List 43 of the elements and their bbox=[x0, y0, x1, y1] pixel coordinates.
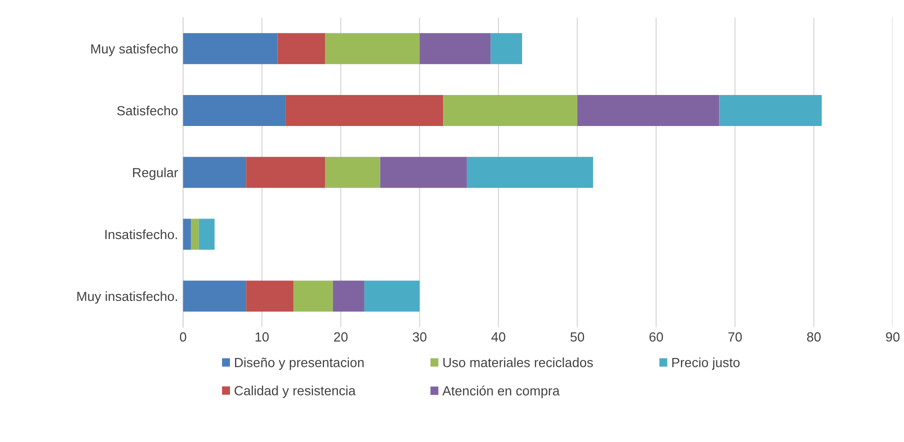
bar bbox=[183, 280, 246, 312]
x-tick-label: 30 bbox=[412, 332, 426, 342]
bar bbox=[246, 280, 294, 312]
y-tick-label: Muy satisfecho bbox=[91, 44, 178, 56]
x-tick-label: 20 bbox=[334, 332, 348, 342]
x-tick-label: 80 bbox=[807, 332, 821, 342]
x-tick-label: 90 bbox=[886, 332, 900, 342]
x-tick-label: 10 bbox=[256, 332, 269, 342]
bar bbox=[324, 33, 420, 64]
x-tick-label: 60 bbox=[649, 332, 663, 342]
bar bbox=[183, 218, 191, 250]
bar bbox=[490, 33, 522, 64]
y-tick-label: Satisfecho bbox=[117, 106, 178, 116]
bar bbox=[246, 156, 325, 188]
bar bbox=[324, 156, 380, 188]
bar bbox=[332, 280, 364, 312]
bar bbox=[443, 95, 578, 126]
x-tick-label: 0 bbox=[180, 332, 186, 342]
x-tick-label: 50 bbox=[570, 332, 584, 342]
legend-label: Diseño y presentacion bbox=[235, 358, 364, 370]
bar bbox=[183, 33, 278, 64]
bar bbox=[190, 218, 199, 250]
bar bbox=[380, 156, 467, 188]
legend-label: Uso materiales reciclados bbox=[443, 358, 593, 368]
bar bbox=[183, 156, 246, 188]
y-tick-label: Insatisfecho. bbox=[105, 229, 177, 240]
bar bbox=[719, 95, 822, 126]
bar bbox=[286, 95, 444, 126]
y-tick-label: Muy insatisfecho. bbox=[77, 291, 177, 304]
legend-label: Precio justo bbox=[672, 358, 740, 370]
legend-label: Atención en compra bbox=[442, 386, 560, 398]
bar bbox=[183, 95, 286, 126]
bar bbox=[420, 33, 491, 64]
bar bbox=[278, 33, 325, 64]
y-tick-label: Regular bbox=[133, 168, 178, 180]
bar bbox=[293, 280, 333, 312]
bar bbox=[198, 218, 215, 250]
x-tick-label: 70 bbox=[728, 332, 742, 342]
bar bbox=[577, 95, 720, 126]
x-tick-label: 40 bbox=[491, 332, 506, 342]
legend-label: Calidad y resistencia bbox=[234, 386, 356, 398]
bar bbox=[364, 280, 420, 312]
bar bbox=[466, 156, 594, 188]
